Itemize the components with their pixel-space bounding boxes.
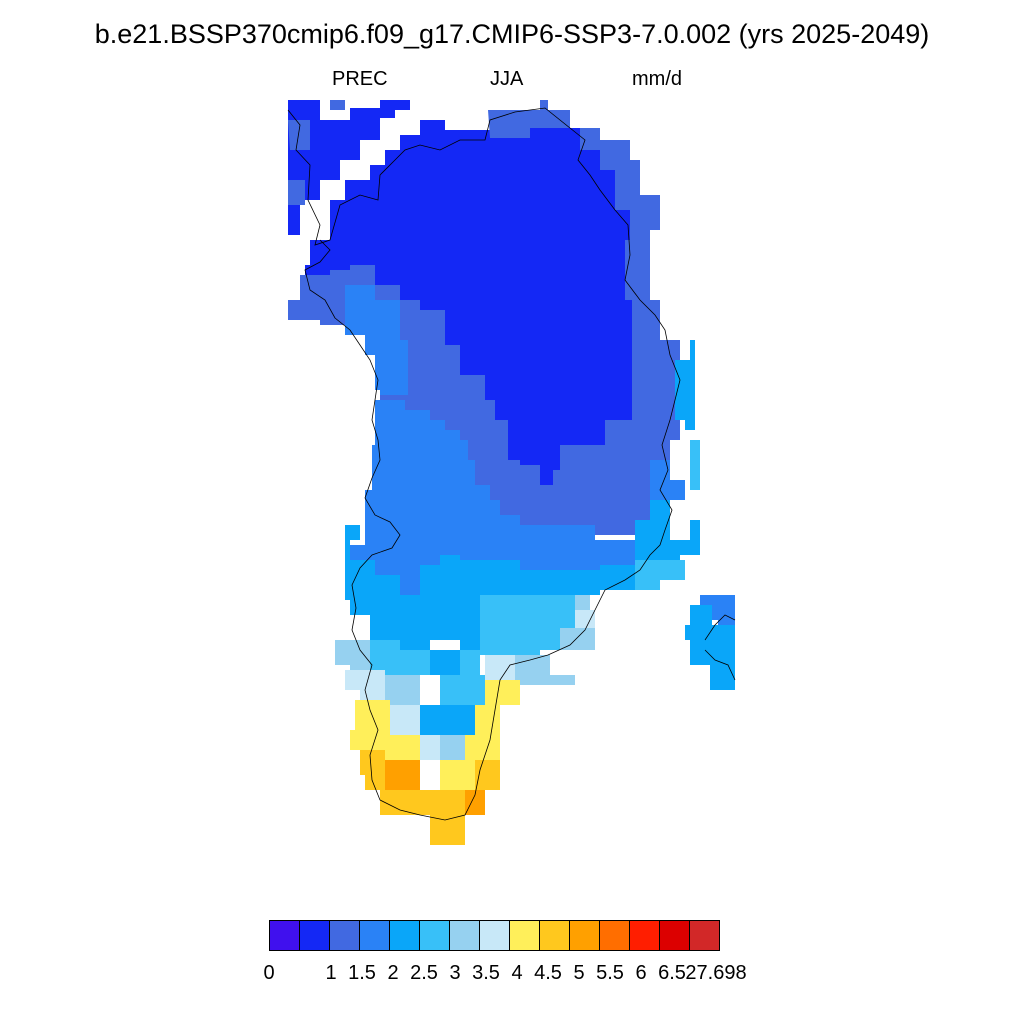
- precip-region-yellow: [440, 760, 475, 790]
- precip-region-dry: [330, 100, 345, 110]
- colorbar-swatch: [569, 920, 600, 951]
- colorbar-swatch: [539, 920, 570, 951]
- precip-region-yellow: [350, 700, 420, 760]
- colorbar: [269, 920, 720, 952]
- precip-region-dry: [288, 180, 305, 205]
- precip-region-yellow: [475, 680, 520, 760]
- colorbar-label: 1.5: [348, 962, 376, 984]
- precip-region-very-dry: [395, 100, 410, 110]
- colorbar-label: 6.5: [658, 962, 686, 984]
- precip-region-very-dry: [288, 100, 395, 235]
- colorbar-swatch: [479, 920, 510, 951]
- precip-region-light: [385, 675, 420, 705]
- plot-title: b.e21.BSSP370cmip6.f09_g17.CMIP6-SSP3-7.…: [94, 19, 930, 49]
- colorbar-label: 6: [635, 962, 647, 984]
- precip-region-wetter: [440, 675, 485, 705]
- precip-region-pale: [345, 670, 385, 700]
- colorbar-label: 4: [511, 962, 523, 984]
- precip-region-moderate: [345, 285, 408, 395]
- precip-region-dry: [488, 100, 570, 138]
- precip-region-pale: [390, 705, 420, 735]
- colorbar-swatch: [599, 920, 630, 951]
- coastline: [287, 107, 681, 821]
- colorbar-swatch: [509, 920, 540, 951]
- colorbar-swatch: [689, 920, 720, 951]
- colorbar-label: 5: [573, 962, 585, 984]
- precip-region-very-dry: [305, 120, 632, 485]
- colorbar-label: 27.698: [685, 962, 747, 984]
- season-label: JJA: [490, 68, 524, 90]
- precip-region-wet: [635, 500, 700, 560]
- colorbar-label: 2.5: [410, 962, 438, 984]
- precip-region-yellow: [465, 735, 485, 760]
- precip-region-light: [515, 655, 575, 685]
- precip-region-wet: [420, 705, 475, 735]
- precip-region-wetter: [370, 640, 430, 675]
- colorbar-swatch: [659, 920, 690, 951]
- colorbar-label: 1: [325, 962, 337, 984]
- units-label: mm/d: [632, 68, 682, 90]
- precip-region-moderate: [545, 525, 635, 570]
- colorbar-label: 5.5: [596, 962, 624, 984]
- variable-label: PREC: [332, 68, 388, 90]
- colorbar-swatch: [419, 920, 450, 951]
- colorbar-label: 2: [387, 962, 399, 984]
- colorbar-swatch: [359, 920, 390, 951]
- colorbar-label: 4.5: [534, 962, 562, 984]
- precip-region-light: [560, 628, 595, 650]
- precip-region-wet: [690, 605, 712, 625]
- precip-region-wet: [675, 340, 695, 430]
- colorbar-label: 0: [263, 962, 275, 984]
- colorbar-label: 3.5: [472, 962, 500, 984]
- precip-region-pale: [575, 610, 595, 628]
- colorbar-swatch: [329, 920, 360, 951]
- coastline-islands: [704, 614, 736, 681]
- precip-region-light: [440, 735, 465, 760]
- colorbar-swatch: [269, 920, 300, 951]
- precip-region-wetter: [480, 595, 580, 655]
- precip-region-orange: [385, 760, 420, 790]
- precip-region-pale: [420, 735, 440, 760]
- colorbar-swatch: [449, 920, 480, 951]
- precip-region-moderate: [350, 400, 545, 595]
- colorbar-swatch: [389, 920, 420, 951]
- precip-region-orange: [465, 790, 485, 815]
- precip-region-wetter: [635, 560, 685, 590]
- precip-region-pale: [485, 655, 515, 680]
- precip-region-dry: [288, 120, 310, 150]
- precip-region-wet: [685, 625, 735, 690]
- colorbar-swatch: [629, 920, 660, 951]
- precip-region-wetter: [690, 440, 700, 490]
- precip-region-wetter: [460, 650, 480, 675]
- colorbar-swatch: [299, 920, 330, 951]
- precip-region-light: [335, 640, 370, 670]
- colorbar-label: 3: [449, 962, 461, 984]
